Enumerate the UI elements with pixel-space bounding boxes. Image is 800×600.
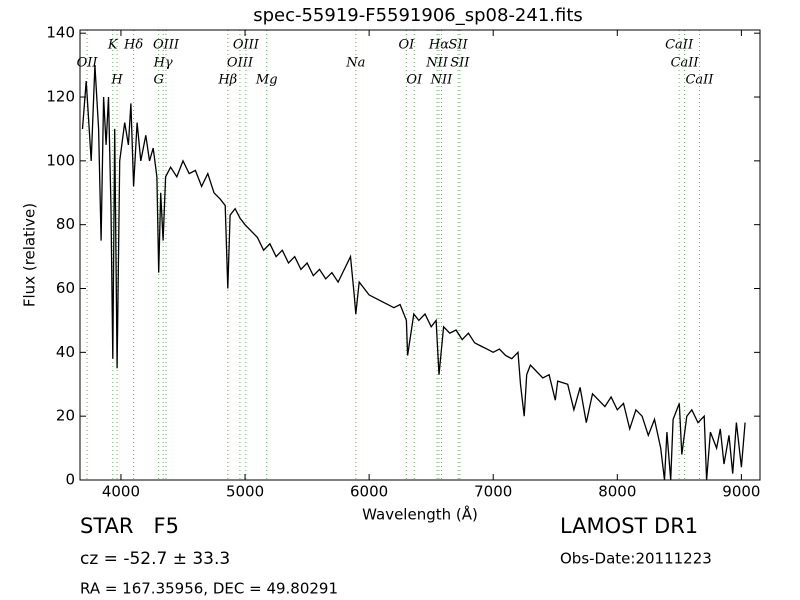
x-tick-label: 7000	[474, 483, 512, 501]
spectral-line-label: OI	[406, 73, 423, 88]
y-tick-label: 100	[46, 151, 75, 169]
spectral-line-label: SII	[449, 38, 469, 53]
spectral-line-label: Hβ	[217, 73, 237, 88]
y-axis-label: Flux (relative)	[21, 203, 39, 307]
spectral-line-label: G	[153, 73, 163, 88]
spectral-line-label: Na	[345, 56, 365, 71]
spectral-line-label: OII	[77, 56, 99, 71]
spectral-line-label: CaII	[671, 56, 700, 71]
y-tick-label: 0	[65, 471, 75, 489]
x-tick-label: 5000	[226, 483, 264, 501]
spectral-line-label: OIII	[233, 38, 260, 53]
spectral-line-label: Hα	[428, 38, 449, 53]
survey: LAMOST DR1	[560, 514, 698, 538]
x-tick-label: 4000	[102, 483, 140, 501]
y-tick-label: 60	[56, 279, 75, 297]
chart-title: spec-55919-F5591906_sp08-241.fits	[253, 5, 583, 26]
spectral-line-label: H	[110, 73, 123, 88]
obs-date: Obs-Date:20111223	[560, 550, 712, 568]
spectral-line-label: OIII	[227, 56, 254, 71]
y-tick-label: 120	[46, 88, 75, 106]
plot-area	[81, 65, 746, 480]
y-tick-label: 40	[56, 343, 75, 361]
y-tick-label: 140	[46, 24, 75, 42]
spectral-line-label: OI	[398, 38, 415, 53]
spectral-line-label: NII	[425, 56, 449, 71]
spectral-line-label: NII	[430, 73, 454, 88]
spectrum-line	[81, 65, 746, 480]
plot-frame	[79, 29, 761, 481]
x-tick-label: 6000	[350, 483, 388, 501]
y-tick-label: 80	[56, 215, 75, 233]
coordinates: RA = 167.35956, DEC = 49.80291	[80, 580, 338, 598]
x-tick-label: 8000	[598, 483, 636, 501]
spectral-line-label: SII	[450, 56, 470, 71]
redshift: cz = -52.7 ± 33.3	[80, 549, 230, 569]
x-axis-label: Wavelength (Å)	[362, 505, 478, 524]
spectral-line-label: OIII	[153, 38, 180, 53]
spectral-line-label: Hδ	[123, 38, 143, 53]
spectral-line-label: Mg	[255, 73, 278, 88]
x-tick-label: 9000	[722, 483, 760, 501]
spectral-line-label: Hγ	[153, 56, 173, 71]
object-class: STAR F5	[80, 514, 179, 538]
spectral-line-label: CaII	[685, 73, 714, 88]
spectral-line-label: CaII	[665, 38, 694, 53]
y-tick-label: 20	[56, 407, 75, 425]
spectral-line-label: K	[107, 38, 119, 53]
